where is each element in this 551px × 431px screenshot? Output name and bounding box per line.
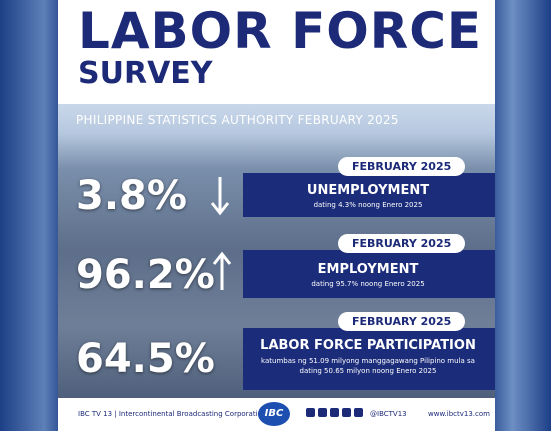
source: PHILIPPINE STATISTICS AUTHORITY FEBRUARY…	[76, 113, 399, 127]
arrow-up	[212, 251, 232, 290]
panel	[243, 250, 495, 298]
icon	[318, 408, 327, 417]
subtitle: SURVEY	[78, 56, 213, 91]
badge: FEBRUARY 2025	[338, 157, 466, 176]
panel	[243, 328, 495, 390]
social-icons	[306, 408, 363, 417]
note: dating 95.7% noong Enero 2025	[311, 280, 425, 288]
footer: IBC TV 13 | Intercontinental Broadcastin…	[58, 398, 495, 431]
label: EMPLOYMENT	[317, 262, 419, 277]
panel	[243, 173, 495, 217]
badge: FEBRUARY 2025	[338, 234, 466, 253]
value: 96.2%	[76, 252, 215, 298]
stat-row: FEBRUARY 2025 3.8% UNEMPLOYMENT dating 4…	[58, 155, 495, 225]
badge: FEBRUARY 2025	[338, 312, 466, 331]
handle: @IBCTV13	[370, 410, 407, 418]
network: IBC TV 13 | Intercontinental Broadcastin…	[78, 410, 267, 418]
stat-row: FEBRUARY 2025 96.2% EMPLOYMENT dating 95…	[58, 232, 495, 302]
icon	[342, 408, 351, 417]
icon	[306, 408, 315, 417]
note: dating 4.3% noong Enero 2025	[313, 201, 423, 209]
label: LABOR FORCE PARTICIPATION	[260, 338, 476, 353]
value: 3.8%	[76, 173, 187, 219]
note: katumbas ng 51.09 milyong manggagawang P…	[261, 357, 475, 375]
website: www.ibctv13.com	[428, 410, 490, 418]
value: 64.5%	[76, 336, 215, 382]
title: LABOR FORCE	[78, 2, 483, 60]
stat-row: FEBRUARY 2025 64.5% LABOR FORCE PARTICIP…	[58, 310, 495, 392]
icon	[330, 408, 339, 417]
infographic: LABOR FORCE SURVEY PHILIPPINE STATISTICS…	[58, 0, 495, 431]
arrow-down	[210, 177, 230, 216]
icon	[354, 408, 363, 417]
logo: IBC	[258, 402, 290, 426]
label: UNEMPLOYMENT	[306, 183, 430, 198]
